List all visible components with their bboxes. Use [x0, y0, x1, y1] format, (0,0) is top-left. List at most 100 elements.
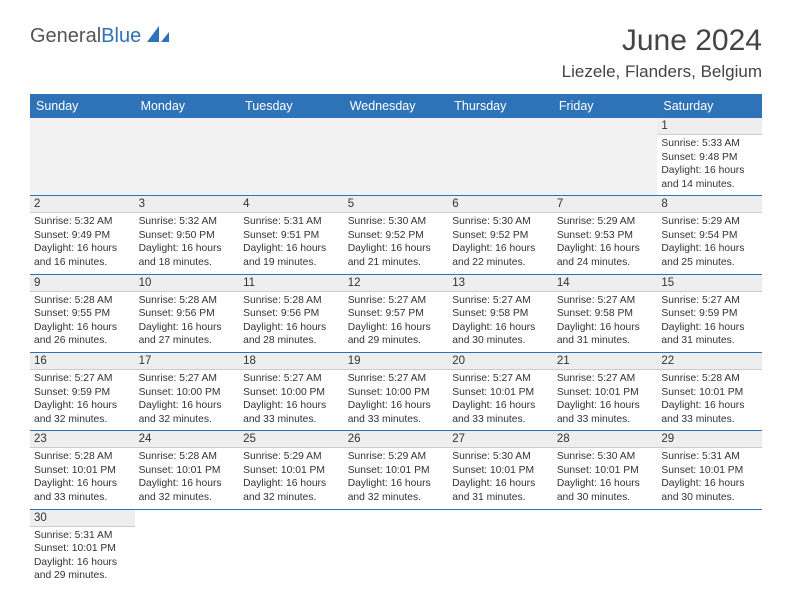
daylight-line2: and 33 minutes. — [243, 413, 340, 427]
sunset-text: Sunset: 9:58 PM — [452, 307, 549, 321]
day-number: 15 — [657, 275, 762, 292]
weekday-header: Saturday — [657, 94, 762, 118]
day-number: 13 — [448, 275, 553, 292]
day-number: 17 — [135, 353, 240, 370]
daylight-line1: Daylight: 16 hours — [243, 242, 340, 256]
daylight-line2: and 32 minutes. — [139, 413, 236, 427]
calendar-day-cell: 19Sunrise: 5:27 AMSunset: 10:00 PMDaylig… — [344, 352, 449, 430]
calendar-day-cell: 6Sunrise: 5:30 AMSunset: 9:52 PMDaylight… — [448, 196, 553, 274]
sunset-text: Sunset: 9:53 PM — [557, 229, 654, 243]
calendar-day-cell — [135, 118, 240, 196]
day-details: Sunrise: 5:32 AMSunset: 9:49 PMDaylight:… — [30, 213, 135, 273]
sunrise-text: Sunrise: 5:32 AM — [34, 215, 131, 229]
day-details: Sunrise: 5:29 AMSunset: 10:01 PMDaylight… — [344, 448, 449, 508]
weekday-header: Wednesday — [344, 94, 449, 118]
sunrise-text: Sunrise: 5:28 AM — [34, 294, 131, 308]
logo-text-general: General — [30, 25, 101, 47]
daylight-line1: Daylight: 16 hours — [348, 321, 445, 335]
weekday-header: Tuesday — [239, 94, 344, 118]
daylight-line1: Daylight: 16 hours — [243, 321, 340, 335]
day-number: 9 — [30, 275, 135, 292]
day-number: 18 — [239, 353, 344, 370]
logo: GeneralBlue — [30, 24, 171, 49]
daylight-line1: Daylight: 16 hours — [139, 321, 236, 335]
calendar-day-cell — [553, 118, 658, 196]
daylight-line2: and 29 minutes. — [348, 334, 445, 348]
calendar-day-cell: 15Sunrise: 5:27 AMSunset: 9:59 PMDayligh… — [657, 274, 762, 352]
day-details: Sunrise: 5:28 AMSunset: 9:56 PMDaylight:… — [239, 292, 344, 352]
calendar-day-cell: 23Sunrise: 5:28 AMSunset: 10:01 PMDaylig… — [30, 431, 135, 509]
daylight-line1: Daylight: 16 hours — [661, 321, 758, 335]
sunrise-text: Sunrise: 5:27 AM — [452, 372, 549, 386]
calendar-day-cell: 8Sunrise: 5:29 AMSunset: 9:54 PMDaylight… — [657, 196, 762, 274]
day-number: 12 — [344, 275, 449, 292]
day-number: 23 — [30, 431, 135, 448]
day-details: Sunrise: 5:27 AMSunset: 10:00 PMDaylight… — [344, 370, 449, 430]
calendar-day-cell: 2Sunrise: 5:32 AMSunset: 9:49 PMDaylight… — [30, 196, 135, 274]
daylight-line2: and 31 minutes. — [452, 491, 549, 505]
calendar-day-cell — [448, 118, 553, 196]
calendar-day-cell: 4Sunrise: 5:31 AMSunset: 9:51 PMDaylight… — [239, 196, 344, 274]
sunset-text: Sunset: 9:52 PM — [348, 229, 445, 243]
calendar-day-cell: 7Sunrise: 5:29 AMSunset: 9:53 PMDaylight… — [553, 196, 658, 274]
calendar-day-cell — [239, 118, 344, 196]
day-number: 22 — [657, 353, 762, 370]
day-details: Sunrise: 5:30 AMSunset: 9:52 PMDaylight:… — [344, 213, 449, 273]
day-details: Sunrise: 5:29 AMSunset: 9:54 PMDaylight:… — [657, 213, 762, 273]
sunrise-text: Sunrise: 5:29 AM — [661, 215, 758, 229]
day-details: Sunrise: 5:27 AMSunset: 10:00 PMDaylight… — [135, 370, 240, 430]
sunset-text: Sunset: 9:49 PM — [34, 229, 131, 243]
sunset-text: Sunset: 10:01 PM — [661, 386, 758, 400]
calendar-day-cell: 17Sunrise: 5:27 AMSunset: 10:00 PMDaylig… — [135, 352, 240, 430]
sunrise-text: Sunrise: 5:28 AM — [34, 450, 131, 464]
sunrise-text: Sunrise: 5:27 AM — [348, 372, 445, 386]
calendar-week-row: 2Sunrise: 5:32 AMSunset: 9:49 PMDaylight… — [30, 196, 762, 274]
day-details: Sunrise: 5:27 AMSunset: 9:58 PMDaylight:… — [553, 292, 658, 352]
calendar-day-cell: 28Sunrise: 5:30 AMSunset: 10:01 PMDaylig… — [553, 431, 658, 509]
sunrise-text: Sunrise: 5:28 AM — [661, 372, 758, 386]
calendar-day-cell: 13Sunrise: 5:27 AMSunset: 9:58 PMDayligh… — [448, 274, 553, 352]
daylight-line2: and 33 minutes. — [452, 413, 549, 427]
calendar-day-cell: 25Sunrise: 5:29 AMSunset: 10:01 PMDaylig… — [239, 431, 344, 509]
day-number: 10 — [135, 275, 240, 292]
day-details: Sunrise: 5:28 AMSunset: 9:55 PMDaylight:… — [30, 292, 135, 352]
sunset-text: Sunset: 10:01 PM — [34, 542, 131, 556]
calendar-day-cell: 21Sunrise: 5:27 AMSunset: 10:01 PMDaylig… — [553, 352, 658, 430]
day-number: 4 — [239, 196, 344, 213]
sunset-text: Sunset: 10:01 PM — [452, 464, 549, 478]
day-number: 3 — [135, 196, 240, 213]
day-details: Sunrise: 5:28 AMSunset: 9:56 PMDaylight:… — [135, 292, 240, 352]
calendar-day-cell: 5Sunrise: 5:30 AMSunset: 9:52 PMDaylight… — [344, 196, 449, 274]
sunrise-text: Sunrise: 5:32 AM — [139, 215, 236, 229]
daylight-line2: and 31 minutes. — [661, 334, 758, 348]
title-block: June 2024 Liezele, Flanders, Belgium — [562, 24, 762, 82]
calendar-day-cell: 16Sunrise: 5:27 AMSunset: 9:59 PMDayligh… — [30, 352, 135, 430]
daylight-line1: Daylight: 16 hours — [139, 242, 236, 256]
location: Liezele, Flanders, Belgium — [562, 62, 762, 82]
day-number: 8 — [657, 196, 762, 213]
sunrise-text: Sunrise: 5:27 AM — [452, 294, 549, 308]
sunrise-text: Sunrise: 5:27 AM — [139, 372, 236, 386]
daylight-line1: Daylight: 16 hours — [348, 242, 445, 256]
daylight-line1: Daylight: 16 hours — [348, 399, 445, 413]
calendar-day-cell — [344, 118, 449, 196]
sunset-text: Sunset: 9:50 PM — [139, 229, 236, 243]
sunset-text: Sunset: 10:01 PM — [348, 464, 445, 478]
calendar-day-cell — [657, 509, 762, 587]
day-number: 7 — [553, 196, 658, 213]
day-details: Sunrise: 5:30 AMSunset: 9:52 PMDaylight:… — [448, 213, 553, 273]
daylight-line2: and 32 minutes. — [348, 491, 445, 505]
sunrise-text: Sunrise: 5:29 AM — [557, 215, 654, 229]
daylight-line2: and 28 minutes. — [243, 334, 340, 348]
calendar-day-cell: 9Sunrise: 5:28 AMSunset: 9:55 PMDaylight… — [30, 274, 135, 352]
day-details: Sunrise: 5:27 AMSunset: 9:59 PMDaylight:… — [657, 292, 762, 352]
sunset-text: Sunset: 9:57 PM — [348, 307, 445, 321]
daylight-line1: Daylight: 16 hours — [243, 399, 340, 413]
daylight-line2: and 16 minutes. — [34, 256, 131, 270]
day-details: Sunrise: 5:31 AMSunset: 10:01 PMDaylight… — [30, 527, 135, 587]
month-title: June 2024 — [562, 24, 762, 58]
daylight-line2: and 14 minutes. — [661, 178, 758, 192]
day-details: Sunrise: 5:27 AMSunset: 9:57 PMDaylight:… — [344, 292, 449, 352]
sail-icon — [145, 24, 171, 49]
daylight-line2: and 19 minutes. — [243, 256, 340, 270]
